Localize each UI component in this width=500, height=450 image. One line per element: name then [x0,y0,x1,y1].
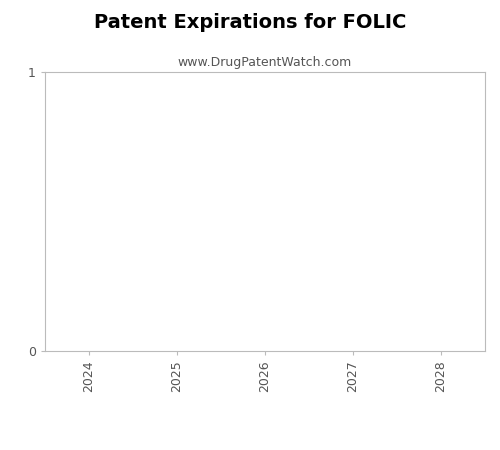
Title: www.DrugPatentWatch.com: www.DrugPatentWatch.com [178,56,352,69]
Text: Patent Expirations for FOLIC: Patent Expirations for FOLIC [94,14,406,32]
